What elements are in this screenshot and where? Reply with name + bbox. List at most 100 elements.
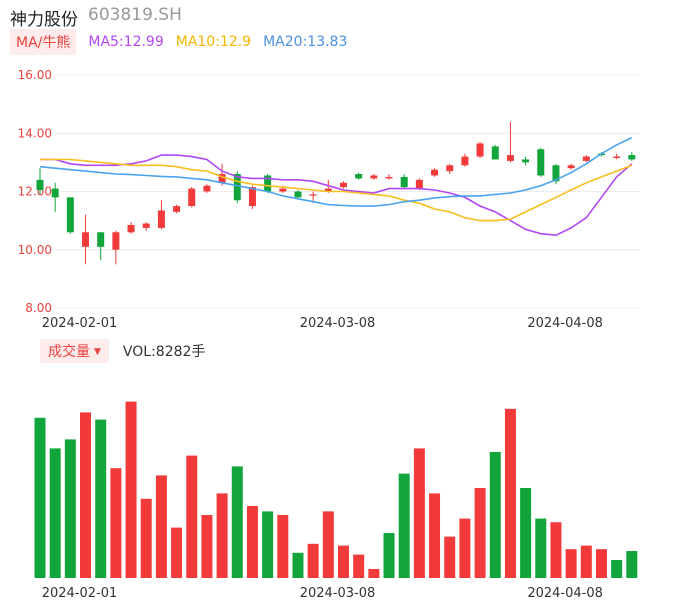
candle bbox=[476, 141, 484, 159]
candle bbox=[506, 121, 514, 163]
candle bbox=[294, 190, 302, 199]
volume-date-tick-label: 2024-02-01 bbox=[42, 586, 118, 601]
candle-body bbox=[173, 206, 181, 212]
candle bbox=[400, 174, 408, 189]
candle-body bbox=[66, 197, 74, 233]
candle bbox=[370, 174, 378, 180]
volume-bar bbox=[550, 522, 562, 578]
candle bbox=[567, 163, 575, 170]
date-tick-label: 2024-03-08 bbox=[300, 316, 376, 331]
candle-body bbox=[82, 232, 90, 247]
candle bbox=[97, 232, 105, 260]
candle bbox=[537, 147, 545, 177]
volume-bar bbox=[368, 569, 380, 578]
candle-body bbox=[112, 232, 120, 250]
candle-body bbox=[203, 185, 211, 192]
candle bbox=[582, 155, 590, 163]
candle-body bbox=[36, 179, 44, 191]
volume-bar bbox=[353, 554, 365, 578]
volume-bar bbox=[231, 466, 243, 578]
volume-value-label: VOL:8282手 bbox=[122, 344, 206, 360]
candle bbox=[188, 187, 196, 208]
ma5-label: MA5:12.99 bbox=[88, 34, 164, 50]
candle bbox=[173, 204, 181, 214]
candle bbox=[461, 153, 469, 167]
indicator-dropdown-label: 成交量 bbox=[48, 344, 90, 360]
candle bbox=[264, 174, 272, 193]
volume-bar bbox=[155, 475, 167, 578]
candle bbox=[203, 184, 211, 193]
candle-body bbox=[340, 182, 347, 188]
candle-body bbox=[142, 223, 150, 228]
candle bbox=[552, 163, 560, 185]
candle-body bbox=[567, 165, 575, 169]
candle bbox=[112, 230, 120, 265]
volume-bar bbox=[398, 473, 410, 578]
candle-body bbox=[355, 174, 363, 179]
volume-bar bbox=[34, 417, 46, 578]
stock-name: 神力股份 bbox=[10, 10, 78, 30]
date-tick-label: 2024-02-01 bbox=[42, 316, 118, 331]
candle-body bbox=[264, 175, 272, 192]
ma-legend: MA/牛熊 MA5:12.99 MA10:12.9 MA20:13.83 bbox=[10, 29, 347, 55]
caret-down-icon: ▼ bbox=[94, 347, 101, 357]
volume-bar bbox=[140, 498, 152, 578]
volume-legend: 成交量 ▼ VOL:8282手 bbox=[40, 339, 206, 363]
candle bbox=[385, 174, 393, 180]
candle-body bbox=[582, 156, 590, 161]
ma-toggle-button[interactable]: MA/牛熊 bbox=[10, 29, 77, 55]
volume-bar bbox=[307, 543, 319, 578]
volume-bar bbox=[292, 552, 304, 578]
candle-body bbox=[157, 210, 165, 228]
volume-bar bbox=[80, 412, 92, 578]
volume-bar bbox=[246, 506, 258, 578]
stock-code: 603819.SH bbox=[88, 5, 182, 25]
candle bbox=[248, 185, 256, 209]
ma10-label: MA10:12.9 bbox=[175, 34, 252, 50]
price-tick-label: 14.00 bbox=[18, 126, 52, 140]
candle-body bbox=[461, 156, 469, 166]
candle bbox=[157, 200, 165, 230]
volume-bar bbox=[110, 468, 122, 578]
volume-bar bbox=[383, 533, 395, 578]
candle-body bbox=[628, 155, 636, 160]
candle-body bbox=[537, 149, 545, 176]
volume-bar bbox=[504, 408, 516, 578]
volume-bar bbox=[49, 448, 61, 578]
volume-bar bbox=[277, 515, 289, 578]
candle-body bbox=[188, 188, 196, 207]
volume-date-tick-label: 2024-03-08 bbox=[300, 586, 376, 601]
volume-bar bbox=[459, 518, 471, 578]
price-tick-label: 16.00 bbox=[18, 68, 52, 82]
volume-bar bbox=[413, 448, 425, 578]
candle-body bbox=[127, 224, 135, 233]
price-tick-label: 8.00 bbox=[25, 301, 52, 315]
volume-bar bbox=[535, 518, 547, 578]
candle-body bbox=[431, 169, 439, 176]
price-tick-label: 10.00 bbox=[18, 243, 52, 257]
candle-body bbox=[506, 155, 514, 161]
volume-bar bbox=[64, 439, 76, 578]
indicator-dropdown[interactable]: 成交量 ▼ bbox=[40, 339, 109, 363]
price-tick-label: 12.00 bbox=[18, 185, 52, 199]
date-tick-label: 2024-04-08 bbox=[527, 316, 603, 331]
candle-body bbox=[233, 174, 241, 201]
candle-body bbox=[415, 179, 423, 189]
volume-bar bbox=[565, 549, 577, 578]
volume-bar bbox=[338, 545, 349, 578]
volume-bar bbox=[611, 560, 623, 578]
candle-body bbox=[552, 165, 560, 182]
candle-body bbox=[400, 176, 408, 188]
candle-body bbox=[522, 159, 530, 163]
volume-bar bbox=[186, 455, 198, 578]
candle-body bbox=[218, 174, 226, 183]
candle-body bbox=[248, 187, 256, 207]
candle-body bbox=[97, 232, 105, 247]
ma20-line bbox=[39, 136, 633, 207]
candle bbox=[522, 156, 530, 166]
volume-bar bbox=[489, 452, 501, 578]
candle bbox=[82, 214, 90, 265]
volume-bar bbox=[580, 545, 592, 578]
candle bbox=[628, 152, 636, 161]
